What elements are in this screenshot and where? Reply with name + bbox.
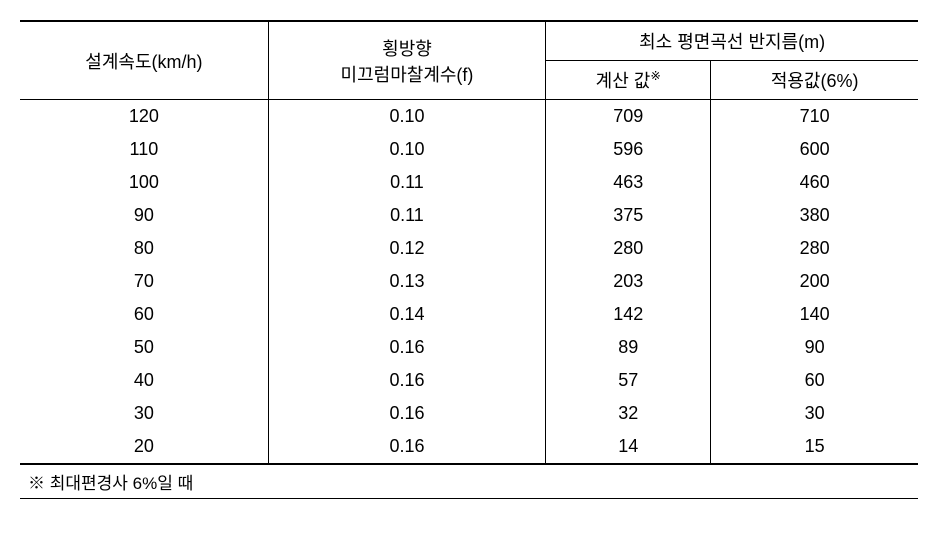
cell-applied: 60 bbox=[711, 364, 918, 397]
cell-calc: 142 bbox=[546, 298, 711, 331]
cell-calc: 280 bbox=[546, 232, 711, 265]
cell-friction: 0.11 bbox=[268, 199, 545, 232]
table-row: 1000.11463460 bbox=[20, 166, 918, 199]
cell-applied: 15 bbox=[711, 430, 918, 464]
cell-calc: 375 bbox=[546, 199, 711, 232]
header-speed: 설계속도(km/h) bbox=[20, 21, 268, 100]
header-friction-line1: 횡방향 bbox=[382, 39, 432, 59]
cell-calc: 596 bbox=[546, 133, 711, 166]
cell-speed: 60 bbox=[20, 298, 268, 331]
table-row: 600.14142140 bbox=[20, 298, 918, 331]
header-applied: 적용값(6%) bbox=[711, 61, 918, 100]
header-calc-sup: ※ bbox=[650, 69, 661, 83]
cell-speed: 100 bbox=[20, 166, 268, 199]
table-row: 1100.10596600 bbox=[20, 133, 918, 166]
cell-friction: 0.10 bbox=[268, 100, 545, 134]
cell-applied: 30 bbox=[711, 397, 918, 430]
table-row: 300.163230 bbox=[20, 397, 918, 430]
cell-calc: 14 bbox=[546, 430, 711, 464]
cell-calc: 89 bbox=[546, 331, 711, 364]
design-speed-table: 설계속도(km/h) 횡방향 미끄럼마찰계수(f) 최소 평면곡선 반지름(m)… bbox=[20, 20, 918, 465]
table-body: 1200.107097101100.105966001000.114634609… bbox=[20, 100, 918, 465]
cell-speed: 110 bbox=[20, 133, 268, 166]
cell-calc: 709 bbox=[546, 100, 711, 134]
cell-friction: 0.12 bbox=[268, 232, 545, 265]
cell-friction: 0.16 bbox=[268, 331, 545, 364]
header-radius: 최소 평면곡선 반지름(m) bbox=[546, 21, 918, 61]
cell-calc: 203 bbox=[546, 265, 711, 298]
table-row: 400.165760 bbox=[20, 364, 918, 397]
cell-applied: 380 bbox=[711, 199, 918, 232]
cell-speed: 70 bbox=[20, 265, 268, 298]
header-calc: 계산 값※ bbox=[546, 61, 711, 100]
table-row: 1200.10709710 bbox=[20, 100, 918, 134]
cell-speed: 120 bbox=[20, 100, 268, 134]
cell-friction: 0.16 bbox=[268, 397, 545, 430]
cell-speed: 50 bbox=[20, 331, 268, 364]
table-row: 900.11375380 bbox=[20, 199, 918, 232]
cell-friction: 0.11 bbox=[268, 166, 545, 199]
cell-calc: 463 bbox=[546, 166, 711, 199]
table-row: 500.168990 bbox=[20, 331, 918, 364]
cell-speed: 30 bbox=[20, 397, 268, 430]
table-row: 200.161415 bbox=[20, 430, 918, 464]
cell-friction: 0.16 bbox=[268, 364, 545, 397]
cell-applied: 140 bbox=[711, 298, 918, 331]
cell-applied: 200 bbox=[711, 265, 918, 298]
table-row: 700.13203200 bbox=[20, 265, 918, 298]
cell-calc: 57 bbox=[546, 364, 711, 397]
cell-speed: 90 bbox=[20, 199, 268, 232]
header-friction-line2: 미끄럼마찰계수(f) bbox=[341, 65, 474, 85]
footnote: ※ 최대편경사 6%일 때 bbox=[20, 465, 918, 499]
cell-speed: 40 bbox=[20, 364, 268, 397]
cell-friction: 0.16 bbox=[268, 430, 545, 464]
cell-speed: 80 bbox=[20, 232, 268, 265]
cell-applied: 600 bbox=[711, 133, 918, 166]
header-friction: 횡방향 미끄럼마찰계수(f) bbox=[268, 21, 545, 100]
header-calc-text: 계산 값 bbox=[596, 71, 651, 91]
cell-applied: 710 bbox=[711, 100, 918, 134]
cell-friction: 0.13 bbox=[268, 265, 545, 298]
cell-friction: 0.14 bbox=[268, 298, 545, 331]
cell-applied: 90 bbox=[711, 331, 918, 364]
cell-applied: 460 bbox=[711, 166, 918, 199]
cell-friction: 0.10 bbox=[268, 133, 545, 166]
cell-applied: 280 bbox=[711, 232, 918, 265]
cell-calc: 32 bbox=[546, 397, 711, 430]
cell-speed: 20 bbox=[20, 430, 268, 464]
table-row: 800.12280280 bbox=[20, 232, 918, 265]
